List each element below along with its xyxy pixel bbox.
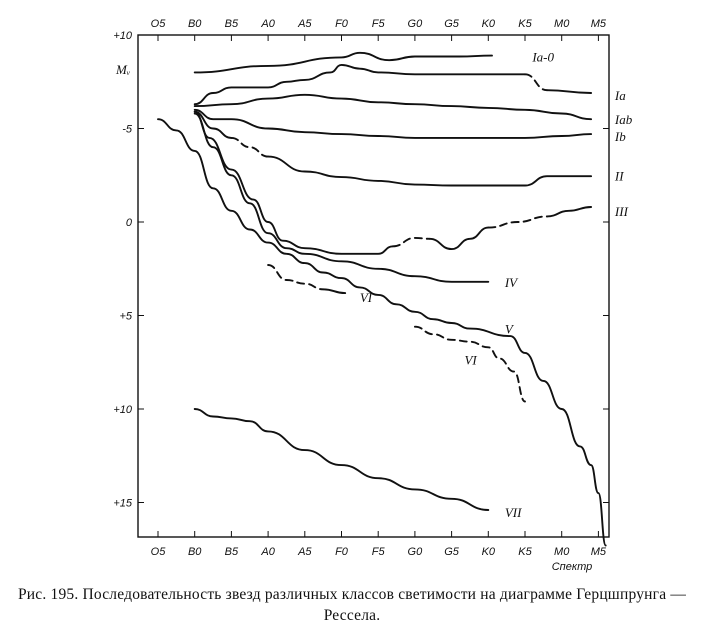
x-tick-label-top: O5 xyxy=(151,18,167,30)
curve-label-ia: Ia xyxy=(614,88,626,103)
y-tick-label: +10 xyxy=(113,30,133,42)
x-tick-label-top: G0 xyxy=(408,18,424,30)
x-tick-label-top: K0 xyxy=(482,18,496,30)
curve-label-iab: Iab xyxy=(614,112,633,127)
x-axis-title: Спектр xyxy=(552,561,593,573)
curve-iii-solid xyxy=(428,226,490,251)
x-tick-label-bottom: G0 xyxy=(408,546,424,558)
x-tick-label-top: A5 xyxy=(297,18,312,30)
y-tick-label: -5 xyxy=(122,124,133,136)
curve-label-iii: III xyxy=(614,204,629,219)
curve-v-solid xyxy=(157,118,607,547)
y-tick-label: 0 xyxy=(126,217,133,229)
x-tick-label-bottom: F0 xyxy=(335,546,349,558)
curve-ia-solid xyxy=(546,89,593,94)
x-tick-label-bottom: G5 xyxy=(444,546,460,558)
curve-iii-solid xyxy=(546,206,593,218)
curve-iii-dashed xyxy=(391,236,431,248)
curve-iii-dashed xyxy=(487,215,548,229)
curve-label-ii: II xyxy=(614,168,624,183)
y-axis-title: Mᵥ xyxy=(115,62,131,77)
x-tick-label-top: M5 xyxy=(591,18,607,30)
figure-caption: Рис. 195. Последовательность звезд разли… xyxy=(17,586,687,624)
x-tick-label-bottom: F5 xyxy=(372,546,386,558)
curve-vi-dashed xyxy=(267,264,325,291)
x-tick-label-top: M0 xyxy=(554,18,570,30)
x-tick-label-top: G5 xyxy=(444,18,460,30)
curve-ia-dashed xyxy=(524,73,548,92)
y-tick-label: +5 xyxy=(119,311,132,323)
x-tick-label-bottom: B0 xyxy=(188,546,202,558)
curve-iii-solid xyxy=(193,110,394,255)
x-tick-label-top: B0 xyxy=(188,18,202,30)
curve-vi-solid xyxy=(322,288,347,295)
x-tick-label-top: K5 xyxy=(518,18,532,30)
y-tick-label: +10 xyxy=(113,404,133,416)
curve-vii-solid xyxy=(193,408,490,511)
x-tick-label-bottom: B5 xyxy=(225,546,239,558)
curve-ii-solid xyxy=(193,110,233,139)
curve-ii-dashed xyxy=(230,136,270,158)
curve-ia-solid xyxy=(193,63,526,106)
luminosity-class-curves xyxy=(157,51,607,547)
curve-iv-solid xyxy=(193,112,490,283)
x-tick-label-top: B5 xyxy=(225,18,239,30)
curve-label-vii: VII xyxy=(505,505,522,520)
x-tick-label-top: F5 xyxy=(372,18,386,30)
hr-diagram-chart: O5 O5 B0 B0 B5 B5 A0 A0 A5 A5 F0 F0 F5 F5 G0 G0 G5 G5 K0 K0… xyxy=(113,18,633,573)
x-tick-label-bottom: O5 xyxy=(151,546,167,558)
curve-label-ib: Ib xyxy=(614,129,626,144)
x-tick-label-bottom: K5 xyxy=(518,546,532,558)
x-tick-label-bottom: M0 xyxy=(554,546,570,558)
curve-ii-solid xyxy=(267,155,593,187)
x-tick-label-bottom: A5 xyxy=(297,546,312,558)
plot-frame xyxy=(137,34,610,538)
x-tick-label-bottom: A0 xyxy=(260,546,275,558)
axis-ticks: O5 O5 B0 B0 B5 B5 A0 A0 A5 A5 F0 F0 F5 F5 G0 G0 G5 G5 K0 K0… xyxy=(113,18,609,558)
curve-label-vi: VI xyxy=(360,290,373,305)
curve-vi-dashed xyxy=(413,325,526,403)
curve-label-iv: IV xyxy=(504,275,519,290)
curve-label-vi: VI xyxy=(464,352,477,367)
curve-label-v: V xyxy=(505,322,515,337)
y-tick-label: +15 xyxy=(113,498,133,510)
x-tick-label-top: F0 xyxy=(335,18,349,30)
curve-ia-0-solid xyxy=(193,51,493,74)
x-tick-label-bottom: M5 xyxy=(591,546,607,558)
curve-iab-solid xyxy=(193,93,593,121)
curve-ib-solid xyxy=(193,108,593,139)
curve-label-ia-0: Ia-0 xyxy=(531,50,554,65)
x-tick-label-bottom: K0 xyxy=(482,546,496,558)
x-tick-label-top: A0 xyxy=(260,18,275,30)
